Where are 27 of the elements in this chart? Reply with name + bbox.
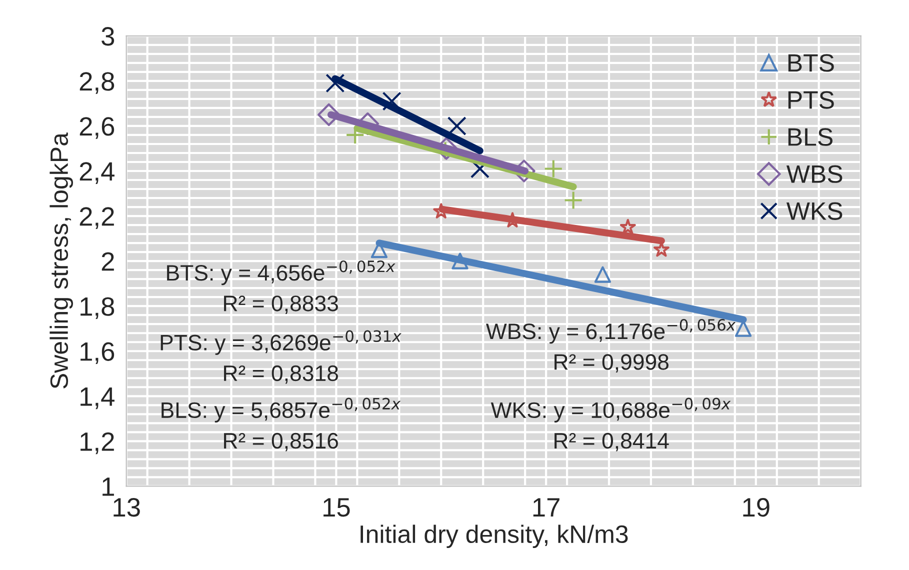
- text: BLS: y = 5,6857e$^{−0,052x}$ R² = 0,8516: [162, 398, 401, 452]
- y-tick-label: 1,6: [80, 342, 114, 364]
- text: WKS: y = 10,688e$^{−0,09x}$ R² = 0,8414: [490, 398, 731, 452]
- text: WBS: y = 6,1176e$^{−0,056x}$ R² = 0,9998: [486, 318, 736, 372]
- legend-label: BTS: [788, 54, 834, 72]
- x-tick-label: 15: [324, 498, 350, 517]
- y-tick-label: 2,2: [80, 207, 114, 229]
- y-axis-title: Swelling stress, logkPa: [50, 132, 74, 388]
- y-tick-label: 2,4: [80, 162, 114, 184]
- text: PTS: y = 3,6269e$^{−0,031x}$ R² = 0,8318: [160, 330, 402, 384]
- y-tick-label: 2: [102, 252, 114, 271]
- x-tick-label: 13: [114, 498, 140, 517]
- y-tick-label: 1,4: [80, 388, 114, 410]
- legend-label: BLS: [788, 128, 832, 146]
- y-tick-label: 2,8: [80, 72, 114, 94]
- x-tick-label: 19: [743, 498, 770, 517]
- y-tick-label: 2,6: [80, 117, 114, 139]
- y-tick-label: 1: [102, 478, 114, 496]
- y-tick-label: 3: [102, 27, 114, 46]
- legend-label: WKS: [786, 202, 842, 220]
- legend-label: WBS: [786, 165, 842, 183]
- y-tick-label: 1,2: [80, 432, 114, 454]
- x-axis-title: Initial dry density, kN/m3: [360, 524, 628, 548]
- y-tick-label: 1,8: [80, 297, 114, 320]
- text: BTS: y = 4,656e$^{−0,052x}$ R² = 0,8833: [167, 260, 396, 314]
- legend-label: PTS: [788, 91, 834, 109]
- x-tick-label: 17: [533, 498, 560, 516]
